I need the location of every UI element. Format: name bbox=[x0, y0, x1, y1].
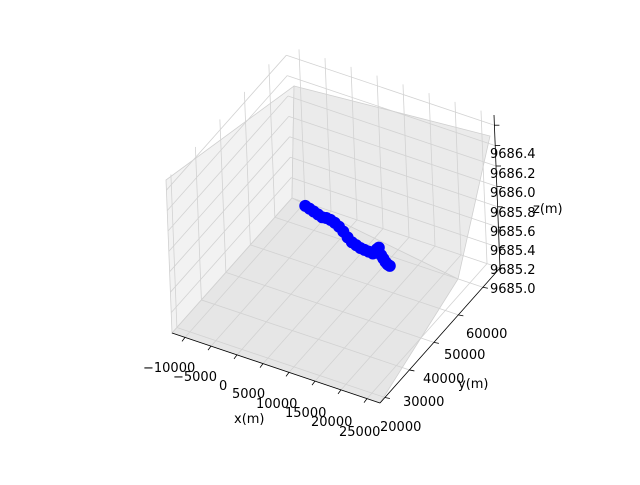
z-tick-label: 9685.4 bbox=[490, 244, 536, 259]
z-tick-label: 9685.0 bbox=[490, 282, 536, 297]
x-tick-label: 0 bbox=[219, 379, 227, 394]
y-tick bbox=[483, 287, 488, 288]
y-tick-label: 50000 bbox=[444, 348, 485, 363]
x-tick bbox=[234, 355, 237, 359]
x-tick-label: 25000 bbox=[339, 425, 380, 440]
z-tick-label: 9686.4 bbox=[490, 147, 536, 162]
y-tick bbox=[458, 315, 463, 316]
x-tick-label: −5000 bbox=[173, 370, 217, 385]
x-tick bbox=[338, 390, 341, 394]
y-tick-label: 60000 bbox=[466, 327, 507, 342]
y-axis-label: y(m) bbox=[458, 377, 489, 392]
z-tick-label: 9686.2 bbox=[490, 167, 536, 182]
x-axis-label: x(m) bbox=[234, 412, 265, 427]
x-tick bbox=[208, 346, 211, 350]
z-tick-label: 9685.6 bbox=[490, 225, 536, 240]
z-tick-label: 9685.2 bbox=[490, 263, 536, 278]
z-tick-label: 9685.8 bbox=[490, 206, 536, 221]
x-tick bbox=[260, 364, 263, 368]
y-tick bbox=[385, 397, 390, 398]
y-tick bbox=[434, 342, 439, 343]
y-tick-label: 30000 bbox=[403, 395, 444, 410]
z-axis-label: z(m) bbox=[533, 202, 563, 217]
scatter-point bbox=[384, 260, 395, 271]
z-tick-label: 9686.0 bbox=[490, 186, 536, 201]
y-tick bbox=[409, 370, 414, 371]
z-axis-ticklabels: 9685.0 9685.2 9685.4 9685.6 9685.8 9686.… bbox=[490, 147, 536, 297]
x-tick bbox=[312, 381, 315, 385]
x-gridline bbox=[481, 111, 487, 264]
x-tick bbox=[182, 337, 185, 341]
y-tick-label: 20000 bbox=[380, 420, 421, 435]
x-tick bbox=[286, 372, 289, 376]
x-tick bbox=[364, 399, 367, 403]
